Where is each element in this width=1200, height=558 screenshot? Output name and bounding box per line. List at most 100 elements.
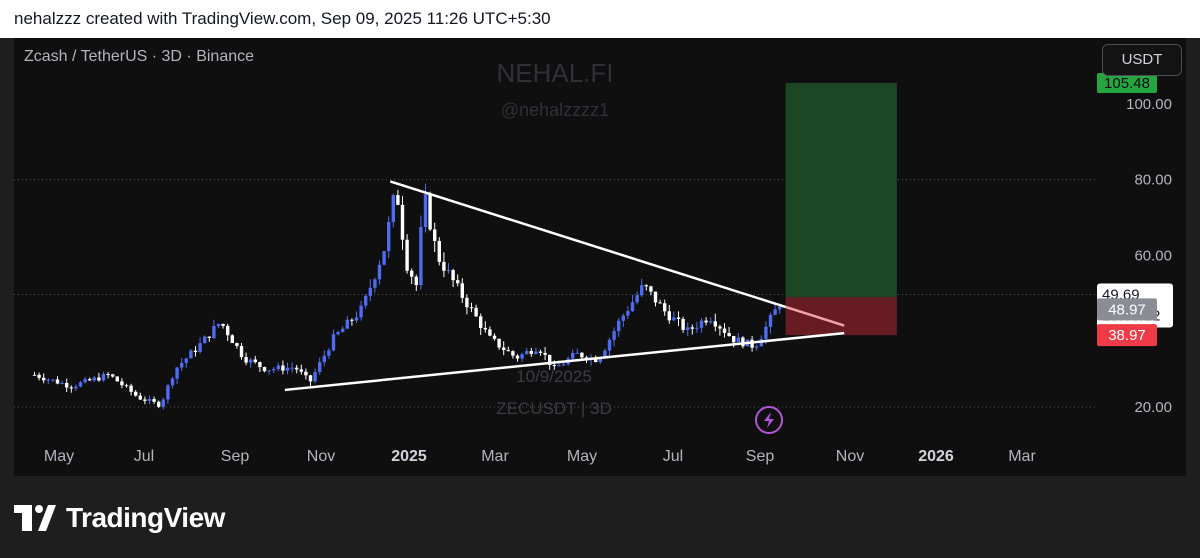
candle-body xyxy=(773,309,777,315)
entry-price-label-bg xyxy=(1097,298,1157,321)
candle-body xyxy=(230,335,234,344)
candle-body xyxy=(713,321,717,327)
candle-body xyxy=(64,382,69,388)
candle-body xyxy=(175,367,179,379)
candle-body xyxy=(676,317,681,319)
candle-body xyxy=(285,367,290,371)
candle-body xyxy=(138,395,142,400)
candle-body xyxy=(377,264,382,280)
overlay-date: 10/9/2025 xyxy=(516,367,592,386)
candle-body xyxy=(331,334,336,351)
candle-body xyxy=(143,399,147,401)
trendline-upper-extension xyxy=(785,305,845,327)
candle-body xyxy=(382,251,386,265)
currency-button[interactable]: USDT xyxy=(1102,44,1182,76)
candle-body xyxy=(442,261,446,271)
candle-body xyxy=(506,349,510,352)
candle-body xyxy=(529,351,533,354)
candle-body xyxy=(78,382,83,387)
candle-body xyxy=(695,327,699,329)
candle-body xyxy=(147,399,152,401)
candle-body xyxy=(630,302,635,312)
candle-body xyxy=(488,329,492,336)
candle-body xyxy=(511,351,515,356)
candle-body xyxy=(552,365,556,367)
candle-body xyxy=(133,391,138,396)
candle-body xyxy=(409,270,414,277)
candle-body xyxy=(244,357,248,363)
candle-body xyxy=(704,320,708,323)
stop-zone xyxy=(785,297,897,336)
watermark-brand: NEHAL.FI xyxy=(496,58,614,88)
candle-body xyxy=(386,221,391,252)
stop-price-label: 38.97 xyxy=(1108,327,1146,344)
candle-body xyxy=(524,351,529,355)
candle-body xyxy=(649,286,653,292)
time-tick-label: Nov xyxy=(306,448,336,465)
time-tick-label: Jul xyxy=(662,448,684,465)
candle-body xyxy=(350,319,354,321)
candle-body xyxy=(37,374,41,378)
candle-body xyxy=(465,297,469,308)
candle-body xyxy=(699,320,704,328)
candle-body xyxy=(290,367,294,369)
candle-body xyxy=(593,357,598,363)
candle-body xyxy=(644,285,648,287)
candle-body xyxy=(672,317,676,321)
candle-body xyxy=(322,355,326,363)
candle-body xyxy=(271,369,276,371)
lightning-bolt-icon xyxy=(755,406,783,434)
lightning-bolt-glyph xyxy=(764,412,774,428)
time-axis[interactable]: May Jul Sep Nov 2025 Mar May Jul Sep Nov 2026 Mar xyxy=(14,438,1096,476)
candle-body xyxy=(722,328,727,333)
candle-body xyxy=(570,352,575,359)
candle-body xyxy=(124,385,129,387)
candle-body xyxy=(281,365,285,371)
candle-body xyxy=(216,323,221,327)
time-tick-label: 2025 xyxy=(391,448,427,465)
candle-body xyxy=(166,385,170,400)
candle-body xyxy=(336,332,340,335)
candle-body xyxy=(41,377,46,381)
candle-body xyxy=(235,343,239,346)
candle-body xyxy=(253,359,257,363)
candle-body xyxy=(538,351,543,353)
candle-body xyxy=(685,327,690,330)
trendline-upper xyxy=(389,180,786,309)
candle-body xyxy=(129,385,133,392)
candle-body xyxy=(534,351,538,354)
candle-body xyxy=(101,374,106,381)
candle-body xyxy=(432,229,437,241)
candle-body xyxy=(55,379,60,384)
candle-body xyxy=(212,326,216,338)
candle-body xyxy=(681,318,685,330)
price-chart[interactable]: 10/9/2025 ZECUSDT | 3D 20.00 60.00 80.00 100.… xyxy=(14,38,1186,476)
candle-body xyxy=(478,316,483,328)
candle-body xyxy=(543,352,547,355)
footer-brand-name: TradingView xyxy=(66,502,225,533)
candle-body xyxy=(345,319,349,329)
candle-body xyxy=(483,327,487,330)
candle-body xyxy=(202,336,207,344)
candle-body xyxy=(741,337,745,347)
time-tick-label: May xyxy=(566,448,598,465)
time-tick-label: 2026 xyxy=(918,448,954,465)
candle-body xyxy=(120,381,124,386)
candle-body xyxy=(718,326,722,329)
price-tick: 80.00 xyxy=(1134,172,1172,189)
candle-body xyxy=(607,339,612,351)
candle-body xyxy=(446,270,451,272)
candle-body xyxy=(106,374,110,376)
chart-area[interactable]: 10/9/2025 ZECUSDT | 3D 20.00 60.00 80.00 100.… xyxy=(14,38,1186,476)
watermark-handle: @nehalzzzz1 xyxy=(500,100,610,120)
price-tick: 60.00 xyxy=(1134,247,1172,264)
export-caption: nehalzzz created with TradingView.com, S… xyxy=(0,0,1200,38)
candle-body xyxy=(580,352,584,358)
candle-body xyxy=(299,369,303,372)
candle-body xyxy=(262,367,267,372)
candle-body xyxy=(414,276,418,286)
candle-body xyxy=(423,194,428,227)
candle-body xyxy=(391,195,395,222)
candle-body xyxy=(161,399,165,407)
candle-body xyxy=(248,359,253,363)
